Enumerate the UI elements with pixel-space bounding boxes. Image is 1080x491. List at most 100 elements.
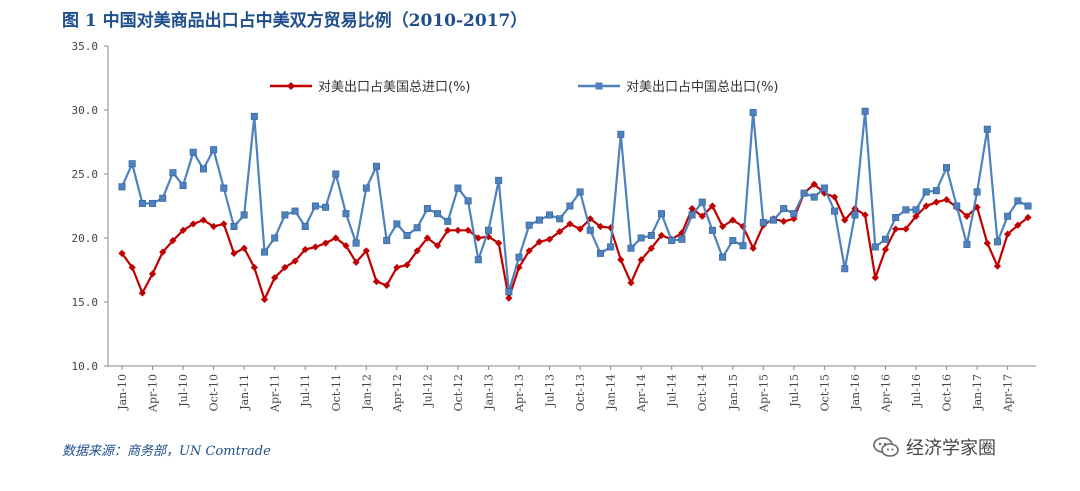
y-tick-label: 25.0 xyxy=(72,168,99,181)
data-point xyxy=(1004,230,1012,238)
data-point xyxy=(892,214,900,222)
data-point xyxy=(698,198,706,206)
data-point xyxy=(403,261,411,269)
data-point xyxy=(423,205,431,213)
data-point xyxy=(810,193,818,201)
legend-item-2: 对美出口占中国总出口(%) xyxy=(578,80,779,95)
data-point xyxy=(291,257,299,265)
data-point xyxy=(321,239,330,247)
data-point xyxy=(719,253,727,261)
x-tick-label: Oct-14 xyxy=(696,374,709,411)
data-point xyxy=(617,130,625,138)
x-tick-label: Oct-11 xyxy=(330,374,343,411)
series-2 xyxy=(118,107,1032,296)
data-point xyxy=(240,244,248,252)
x-tick-label: Apr-11 xyxy=(269,374,282,413)
data-point xyxy=(342,242,350,250)
y-tick-label: 35.0 xyxy=(72,40,99,53)
data-point xyxy=(484,233,493,241)
data-point xyxy=(1024,202,1032,210)
data-point xyxy=(627,244,635,252)
data-point xyxy=(953,202,961,210)
y-axis: 10.0 15.0 20.0 25.0 30.0 35.0 xyxy=(72,40,109,373)
line-chart: 10.0 15.0 20.0 25.0 30.0 35.0 Jan-10 Apr-10 Jul… xyxy=(72,40,1036,413)
legend-item-1: 对美出口占美国总进口(%) xyxy=(270,80,471,95)
x-tick-label: Jan-14 xyxy=(605,374,618,411)
series-1 xyxy=(118,180,1032,304)
data-point xyxy=(770,216,778,224)
data-point xyxy=(983,239,991,247)
data-point xyxy=(362,247,370,255)
data-point xyxy=(189,220,197,228)
data-point xyxy=(668,237,676,245)
x-tick-label: Jan-15 xyxy=(727,374,740,411)
data-point xyxy=(749,244,757,252)
legend-label: 对美出口占中国总出口(%) xyxy=(626,80,779,95)
data-point xyxy=(922,202,930,210)
data-point xyxy=(505,288,513,296)
data-point xyxy=(474,256,482,264)
data-point xyxy=(159,194,167,202)
x-tick-label: Apr-16 xyxy=(879,374,892,413)
data-point xyxy=(698,212,706,220)
data-point xyxy=(240,211,248,219)
data-point xyxy=(739,242,747,250)
chart-title: 图 1 中国对美商品出口占中美双方贸易比例（2010-2017） xyxy=(62,11,528,31)
data-point xyxy=(596,222,605,231)
data-point xyxy=(841,216,849,224)
data-point xyxy=(688,204,696,213)
legend-marker xyxy=(595,82,603,90)
data-point xyxy=(1014,197,1022,205)
data-point xyxy=(495,239,503,247)
data-point xyxy=(617,256,625,264)
data-point xyxy=(546,211,554,219)
data-point xyxy=(352,258,360,266)
data-point xyxy=(545,235,554,243)
data-point xyxy=(871,243,879,251)
data-point xyxy=(261,248,269,256)
data-point xyxy=(729,237,737,245)
data-point xyxy=(342,210,350,218)
data-point xyxy=(393,263,401,272)
data-point xyxy=(556,228,564,236)
data-point xyxy=(271,234,279,242)
data-point xyxy=(393,220,401,228)
data-point xyxy=(922,188,930,196)
data-point xyxy=(464,197,472,205)
x-tick-label: Jan-10 xyxy=(116,374,129,411)
x-tick-label: Jan-12 xyxy=(360,374,373,411)
data-point xyxy=(291,207,299,215)
data-point xyxy=(810,180,818,188)
x-tick-label: Jul-11 xyxy=(299,374,312,408)
wechat-icon xyxy=(873,437,899,457)
data-point xyxy=(647,244,655,252)
data-point xyxy=(311,202,319,210)
x-tick-label: Jul-10 xyxy=(177,374,190,408)
data-point xyxy=(230,222,238,230)
data-point xyxy=(556,215,564,223)
data-point xyxy=(566,202,574,210)
data-point xyxy=(637,234,645,242)
data-point xyxy=(220,220,228,228)
x-tick-label: Jan-17 xyxy=(971,374,984,411)
data-point xyxy=(688,211,696,219)
data-point xyxy=(199,216,208,224)
x-tick-label: Oct-12 xyxy=(452,374,465,411)
data-point xyxy=(861,107,869,115)
data-point xyxy=(444,226,452,234)
data-point xyxy=(1004,212,1012,220)
data-point xyxy=(535,238,543,246)
data-point xyxy=(118,249,126,257)
data-point xyxy=(199,165,207,173)
data-point xyxy=(535,216,543,224)
series-line xyxy=(121,183,1029,301)
data-point xyxy=(566,220,574,228)
data-point xyxy=(148,270,157,278)
x-axis: Jan-10 Apr-10 Jul-10 Oct-10 Jan-11 Apr-11 Jul-… xyxy=(108,365,1036,413)
watermark-text: 经济学家圈 xyxy=(906,438,996,459)
data-point xyxy=(1024,213,1032,222)
data-point xyxy=(230,249,238,257)
data-point xyxy=(749,109,757,117)
data-point xyxy=(678,235,686,243)
data-point xyxy=(576,225,584,233)
